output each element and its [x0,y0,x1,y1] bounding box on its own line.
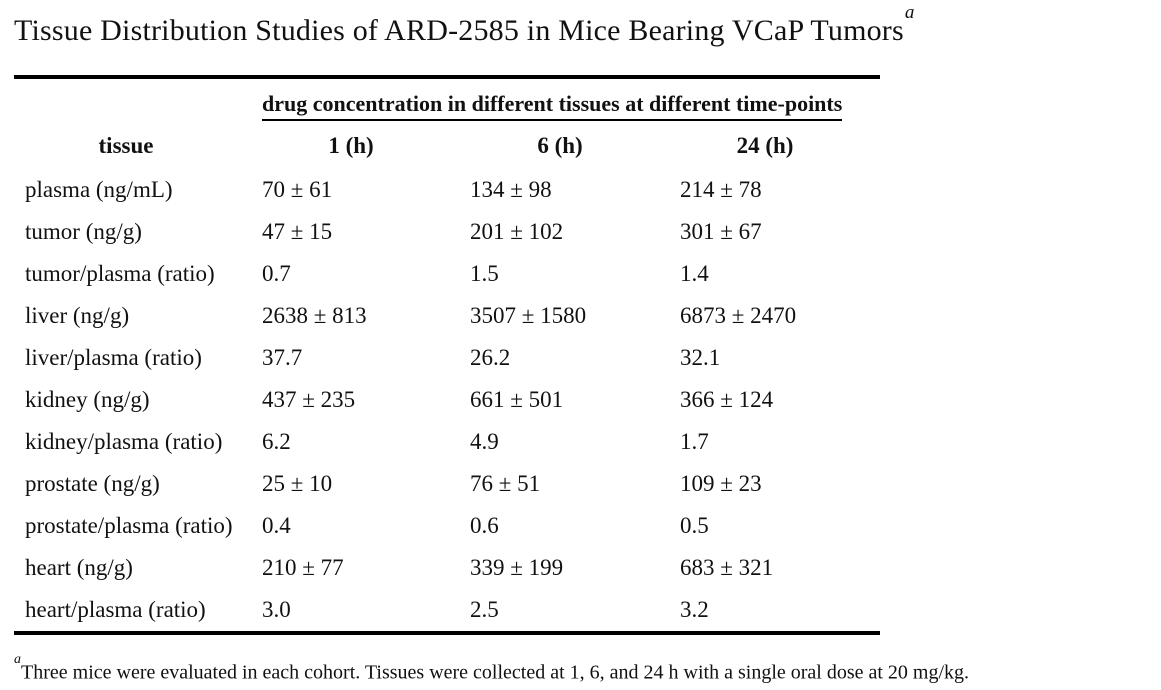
span-header-row: drug concentration in different tissues … [14,79,880,123]
value-6h: 661 ± 501 [470,387,564,412]
value-1h: 70 ± 61 [262,177,333,202]
value-6h: 0.6 [470,513,499,538]
tissue-label: liver (ng/g) [25,303,130,328]
tissue-label: tumor/plasma (ratio) [25,261,215,286]
table-row: heart (ng/g) 210 ± 77 339 ± 199 683 ± 32… [14,547,880,589]
tissue-label: kidney (ng/g) [25,387,150,412]
column-header-24h: 24 (h) [736,133,794,158]
column-header-tissue: tissue [98,133,154,158]
value-24h: 32.1 [680,345,721,370]
footnote-text: Three mice were evaluated in each cohort… [21,661,970,684]
column-header-6h: 6 (h) [537,133,583,158]
value-24h: 301 ± 67 [680,219,762,244]
value-6h: 4.9 [470,429,499,454]
table-row: heart/plasma (ratio) 3.0 2.5 3.2 [14,589,880,631]
data-table: drug concentration in different tissues … [14,75,880,635]
value-6h: 201 ± 102 [470,219,564,244]
tissue-label: liver/plasma (ratio) [25,345,202,370]
value-1h: 2638 ± 813 [262,303,367,328]
value-24h: 109 ± 23 [680,471,762,496]
value-24h: 214 ± 78 [680,177,762,202]
value-1h: 25 ± 10 [262,471,333,496]
span-header-cell: drug concentration in different tissues … [262,91,880,121]
value-1h: 3.0 [262,597,291,622]
table-row: kidney (ng/g) 437 ± 235 661 ± 501 366 ± … [14,379,880,421]
value-1h: 47 ± 15 [262,219,333,244]
table-row: tumor/plasma (ratio) 0.7 1.5 1.4 [14,253,880,295]
value-24h: 366 ± 124 [680,387,774,412]
value-24h: 1.4 [680,261,709,286]
tissue-label: plasma (ng/mL) [25,177,173,202]
table-row: prostate (ng/g) 25 ± 10 76 ± 51 109 ± 23 [14,463,880,505]
value-6h: 339 ± 199 [470,555,564,580]
table-row: tumor (ng/g) 47 ± 15 201 ± 102 301 ± 67 [14,211,880,253]
table-footnote: aThree mice were evaluated in each cohor… [14,652,1161,686]
value-24h: 683 ± 321 [680,555,774,580]
value-6h: 3507 ± 1580 [470,303,587,328]
tissue-label: heart/plasma (ratio) [25,597,206,622]
value-6h: 76 ± 51 [470,471,541,496]
tissue-label: prostate/plasma (ratio) [25,513,233,538]
title-footnote-marker: a [904,2,915,23]
footnote-marker: a [14,652,21,667]
table-row: kidney/plasma (ratio) 6.2 4.9 1.7 [14,421,880,463]
tissue-label: prostate (ng/g) [25,471,160,496]
table-title-text: Tissue Distribution Studies of ARD-2585 … [14,14,904,47]
value-1h: 37.7 [262,345,303,370]
value-6h: 26.2 [470,345,511,370]
value-1h: 0.7 [262,261,291,286]
value-1h: 6.2 [262,429,291,454]
value-24h: 1.7 [680,429,709,454]
value-6h: 1.5 [470,261,499,286]
value-1h: 210 ± 77 [262,555,344,580]
value-1h: 437 ± 235 [262,387,356,412]
value-24h: 6873 ± 2470 [680,303,797,328]
column-header-row: tissue 1 (h) 6 (h) 24 (h) [14,123,880,169]
tissue-label: kidney/plasma (ratio) [25,429,223,454]
span-header-label: drug concentration in different tissues … [262,91,843,121]
table-row: liver/plasma (ratio) 37.7 26.2 32.1 [14,337,880,379]
value-24h: 3.2 [680,597,709,622]
table-row: liver (ng/g) 2638 ± 813 3507 ± 1580 6873… [14,295,880,337]
table-row: plasma (ng/mL) 70 ± 61 134 ± 98 214 ± 78 [14,169,880,211]
tissue-label: tumor (ng/g) [25,219,142,244]
value-1h: 0.4 [262,513,291,538]
value-6h: 2.5 [470,597,499,622]
column-header-1h: 1 (h) [328,133,374,158]
table-row: prostate/plasma (ratio) 0.4 0.6 0.5 [14,505,880,547]
value-6h: 134 ± 98 [470,177,552,202]
value-24h: 0.5 [680,513,709,538]
table-title: Tissue Distribution Studies of ARD-2585 … [14,2,1161,49]
tissue-label: heart (ng/g) [25,555,133,580]
